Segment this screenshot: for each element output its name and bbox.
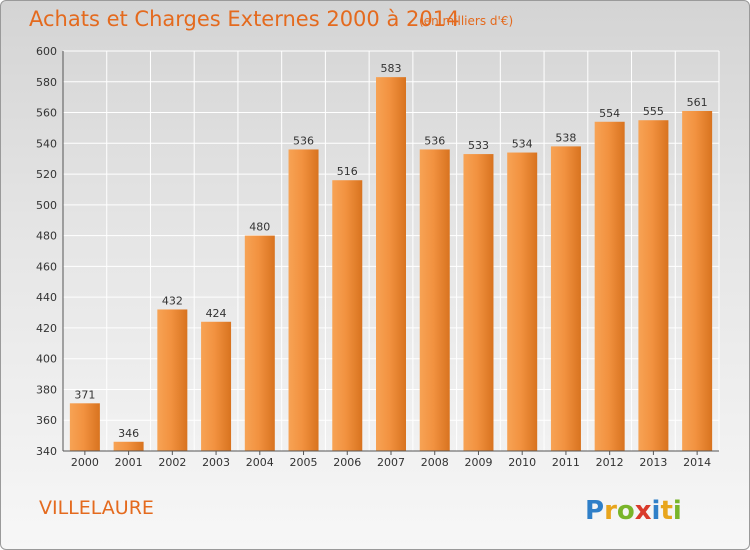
- y-tick-label: 400: [36, 353, 57, 366]
- x-tick-label-2014: 2014: [683, 456, 711, 469]
- y-tick-label: 500: [36, 199, 57, 212]
- y-tick-label: 340: [36, 445, 57, 458]
- axes: 340 360 380 400 420 440 460 480 500 520 540 560 580 6…: [36, 45, 719, 469]
- data-label-2014: 561: [687, 96, 708, 109]
- y-tick-label: 420: [36, 322, 57, 335]
- x-tick-label-2011: 2011: [552, 456, 580, 469]
- data-label-2007: 583: [381, 62, 402, 75]
- bar-2012: [594, 121, 625, 452]
- y-tick-label: 380: [36, 383, 57, 396]
- bar-2002: [157, 309, 188, 451]
- bar-2010: [507, 152, 538, 452]
- bar-2001: [113, 441, 144, 451]
- data-label-2009: 533: [468, 139, 489, 152]
- data-label-2011: 538: [555, 131, 576, 144]
- bar-2005: [288, 149, 319, 451]
- x-tick-label-2012: 2012: [596, 456, 624, 469]
- x-tick-label-2009: 2009: [464, 456, 492, 469]
- y-tick-label: 440: [36, 291, 57, 304]
- data-label-2013: 555: [643, 105, 664, 118]
- bar-2011: [550, 146, 581, 451]
- data-label-2005: 536: [293, 134, 314, 147]
- x-tick-label-2002: 2002: [158, 456, 186, 469]
- y-tick-label: 580: [36, 76, 57, 89]
- data-label-2000: 371: [74, 388, 95, 401]
- x-tick-label-2006: 2006: [333, 456, 361, 469]
- x-tick-label-2001: 2001: [115, 456, 143, 469]
- svg-text:Proxiti: Proxiti: [585, 496, 682, 526]
- bar-2003: [201, 321, 232, 451]
- chart-subtitle: (en milliers d'€): [419, 14, 514, 28]
- x-tick-label-2007: 2007: [377, 456, 405, 469]
- y-tick-label: 520: [36, 168, 57, 181]
- y-tick-label: 480: [36, 230, 57, 243]
- data-label-2008: 536: [424, 134, 445, 147]
- bar-2013: [638, 120, 669, 451]
- data-label-2002: 432: [162, 294, 183, 307]
- data-label-2004: 480: [249, 221, 270, 234]
- y-tick-label: 560: [36, 107, 57, 120]
- y-tick-label: 540: [36, 137, 57, 150]
- bar-2007: [376, 77, 406, 452]
- bars: [69, 77, 713, 452]
- x-tick-label-2005: 2005: [290, 456, 318, 469]
- commune-name: VILLELAURE: [39, 497, 154, 519]
- y-tick-label: 460: [36, 260, 57, 273]
- data-labels: 371 346 432 424 480 536 516 583 536 533 534 538 554 5…: [74, 62, 707, 440]
- data-label-2003: 424: [206, 307, 227, 320]
- bar-2009: [463, 154, 494, 452]
- x-tick-label-2003: 2003: [202, 456, 230, 469]
- data-label-2010: 534: [512, 138, 533, 151]
- y-tick-label: 600: [36, 45, 57, 58]
- data-label-2012: 554: [599, 107, 620, 120]
- data-label-2001: 346: [118, 427, 139, 440]
- bar-2014: [682, 111, 713, 451]
- x-tick-label-2010: 2010: [508, 456, 536, 469]
- bar-2008: [419, 149, 450, 451]
- x-tick-label-2013: 2013: [639, 456, 667, 469]
- bar-2000: [69, 403, 100, 451]
- bar-2006: [332, 180, 363, 451]
- x-tick-label-2004: 2004: [246, 456, 274, 469]
- bar-2004: [244, 235, 275, 451]
- chart-title: Achats et Charges Externes 2000 à 2014: [29, 7, 460, 31]
- y-tick-label: 360: [36, 414, 57, 427]
- proxiti-logo: Proxiti: [585, 496, 682, 526]
- x-tick-label-2008: 2008: [421, 456, 449, 469]
- data-label-2006: 516: [337, 165, 358, 178]
- x-tick-label-2000: 2000: [71, 456, 99, 469]
